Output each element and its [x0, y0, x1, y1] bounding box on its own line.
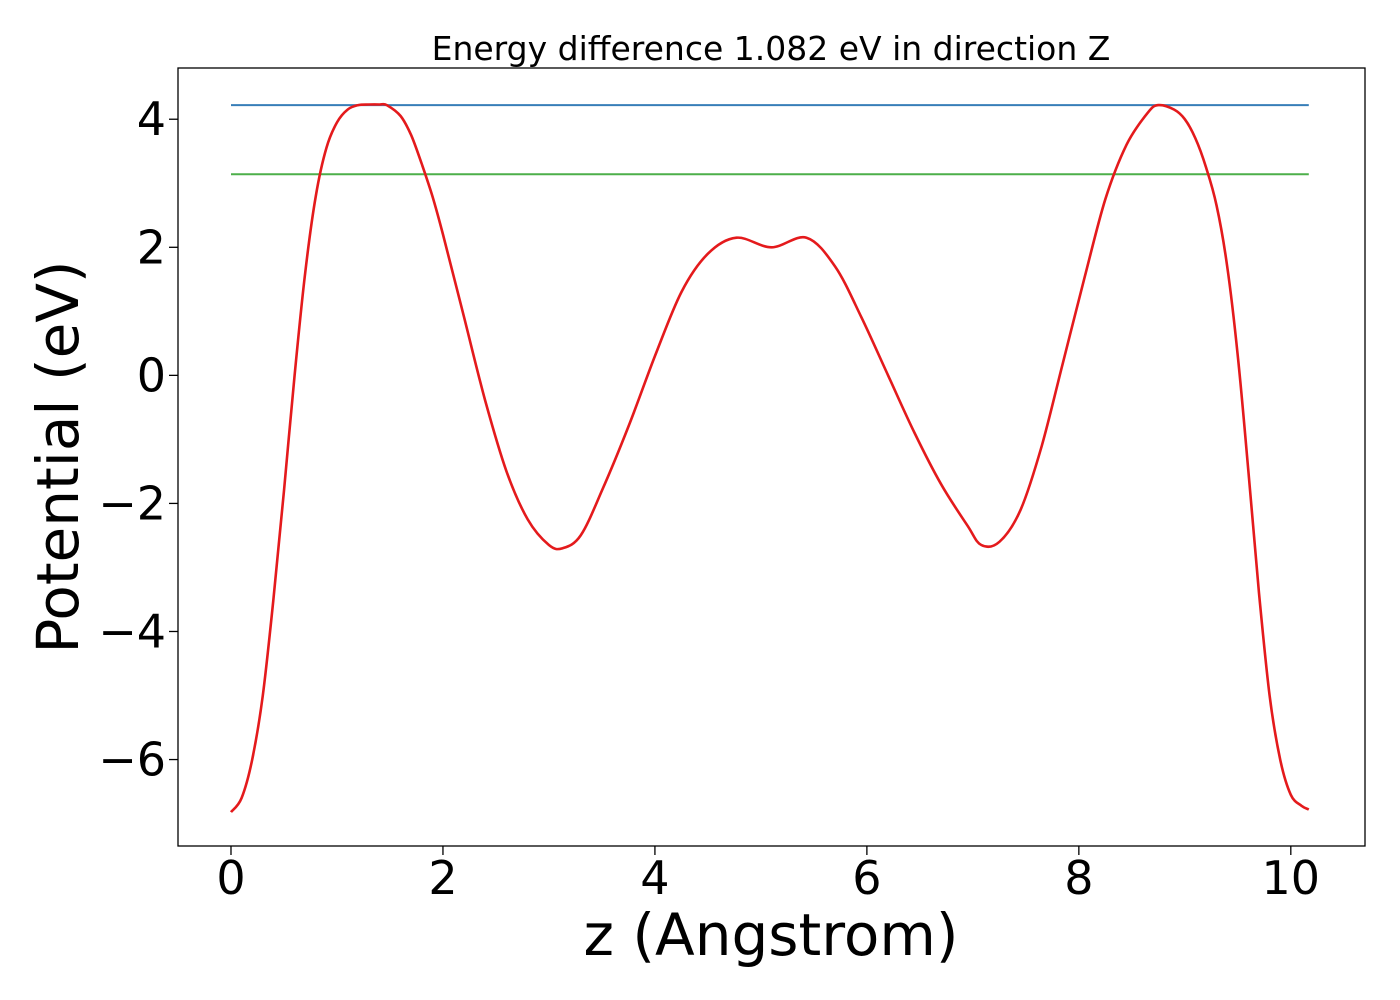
x-tick-label: 6: [852, 851, 881, 905]
potential-line: [229, 102, 1310, 813]
x-tick-label: 10: [1262, 851, 1321, 905]
x-tick-label: 8: [1064, 851, 1093, 905]
y-tick-label: 2: [137, 220, 166, 274]
y-tick-label: −2: [98, 476, 166, 530]
y-tick-label: 4: [137, 92, 166, 146]
chart-title: Energy difference 1.082 eV in direction …: [432, 29, 1111, 68]
y-tick-label: −6: [98, 733, 166, 787]
x-tick-label: 4: [640, 851, 669, 905]
y-tick-label: 0: [137, 348, 166, 402]
x-axis-label: z (Angstrom): [584, 901, 959, 969]
x-tick-label: 0: [216, 851, 245, 905]
plot-frame: [177, 67, 1366, 847]
y-tick-label: −4: [98, 604, 166, 658]
y-axis-label: Potential (eV): [24, 260, 92, 653]
x-tick-label: 2: [428, 851, 457, 905]
